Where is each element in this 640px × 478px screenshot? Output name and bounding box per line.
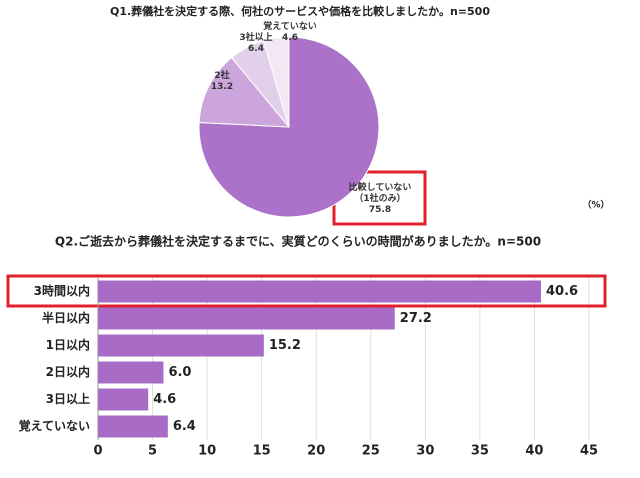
value-label: 15.2 — [269, 338, 301, 353]
x-tick-label: 20 — [307, 444, 325, 459]
y-tick-label: 2日以内 — [46, 364, 90, 379]
pie-label: 2社 — [214, 71, 230, 81]
value-label: 6.4 — [173, 419, 196, 434]
value-label: 6.0 — [168, 365, 191, 380]
pie-title: Q1.葬儀社を決定する際、何社のサービスや価格を比較しましたか。n=500 — [110, 4, 490, 18]
pie-label: 覚えていない — [263, 22, 317, 32]
x-tick-label: 30 — [416, 444, 434, 459]
y-tick-label: 1日以内 — [46, 337, 90, 352]
bar — [98, 388, 149, 411]
x-tick-label: 40 — [525, 444, 543, 459]
pie-value: 6.4 — [248, 44, 264, 54]
bar — [98, 307, 395, 330]
pie-value: 4.6 — [282, 33, 298, 43]
pie-label: 3社以上 — [239, 33, 273, 43]
pie-slice — [198, 56, 291, 128]
x-tick-label: 45 — [580, 444, 598, 459]
y-tick-label: 3日以上 — [46, 391, 90, 406]
bar — [98, 361, 164, 384]
bar — [98, 415, 168, 438]
bar-title: Q2.ご逝去から葬儀社を決定するまでに、実質どのくらいの時間がありましたか。n=… — [55, 234, 541, 249]
value-label: 27.2 — [400, 311, 432, 326]
x-tick-label: 15 — [253, 444, 271, 459]
y-tick-label: 3時間以内 — [34, 283, 90, 298]
y-tick-label: 半日以内 — [42, 310, 90, 325]
pie-label: 比較していない （1社のみ） — [348, 183, 412, 204]
highlight-box — [6, 274, 607, 308]
x-tick-label: 0 — [93, 444, 102, 459]
pie-value: 13.2 — [210, 82, 234, 92]
x-tick-label: 5 — [148, 444, 157, 459]
value-label: 40.6 — [546, 284, 578, 299]
pie-value: 75.8 — [368, 205, 392, 215]
bar — [98, 334, 264, 357]
x-tick-label: 35 — [471, 444, 489, 459]
bar — [98, 280, 541, 303]
x-tick-label: 25 — [362, 444, 380, 459]
y-tick-label: 覚えていない — [19, 418, 90, 433]
pie-slice — [262, 36, 290, 128]
unit-label: （%） — [582, 200, 609, 211]
x-tick-label: 10 — [198, 444, 216, 459]
value-label: 4.6 — [153, 392, 176, 407]
